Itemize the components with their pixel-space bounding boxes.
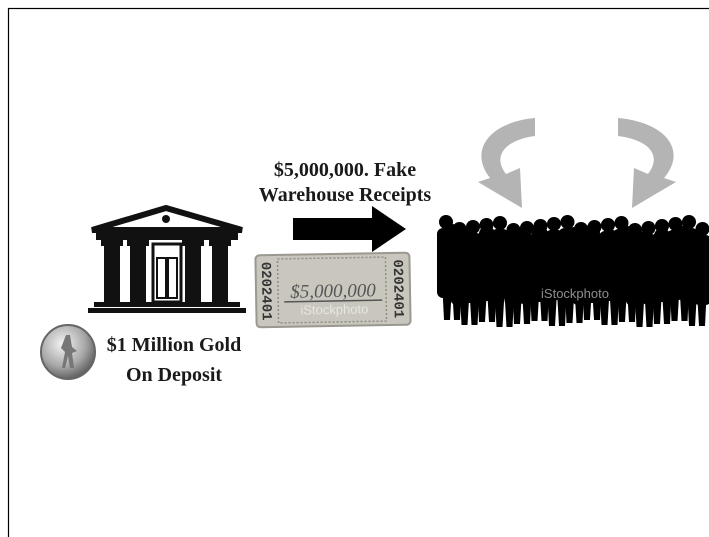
ticket-underline: [284, 299, 383, 303]
receipts-label: Warehouse Receipts: [259, 184, 432, 206]
right-arrow: [293, 206, 406, 252]
receipt-ticket: 0202401 $5,000,000 0202401 iStockphoto: [254, 251, 412, 329]
crowd: [437, 215, 709, 327]
person-silhouette: [493, 216, 507, 230]
gold-label: $1 Million Gold: [107, 334, 241, 356]
person-silhouette: [444, 224, 460, 240]
person-silhouette: [601, 229, 618, 245]
person-silhouette: [461, 229, 478, 245]
coin-figure: [61, 335, 77, 368]
person-silhouette: [549, 230, 565, 246]
receipts-label: $5,000,000. Fake: [274, 159, 416, 181]
ticket-serial: 0202401: [257, 262, 274, 321]
person-silhouette: [479, 226, 495, 242]
slide-frame: [7, 7, 709, 537]
cycle-arrows: [478, 118, 676, 208]
bank-building: [88, 204, 246, 313]
curved-arrow-right: [618, 118, 676, 208]
person-silhouette: [560, 215, 575, 229]
gold-label: On Deposit: [126, 364, 222, 386]
person-silhouette: [682, 215, 696, 229]
person-silhouette: [682, 246, 709, 326]
person-silhouette: [547, 217, 561, 231]
person-silhouette: [496, 231, 513, 247]
ticket-amount: $5,000,000: [290, 280, 376, 302]
person-silhouette: [566, 227, 583, 243]
person-silhouette: [654, 228, 670, 244]
person-silhouette: [619, 226, 635, 242]
person-silhouette: [671, 225, 688, 241]
person-silhouette: [531, 225, 548, 241]
person-silhouette: [636, 231, 653, 247]
crowd-watermark: iStockphoto: [541, 286, 609, 301]
person-silhouette: [584, 224, 600, 240]
ticket-body: [254, 251, 412, 329]
ticket-serial: 0202401: [389, 259, 406, 318]
curved-arrow-left: [478, 118, 535, 208]
person-silhouette: [514, 228, 530, 244]
ticket-watermark: iStockphoto: [300, 301, 368, 317]
ticket-border: [276, 256, 388, 324]
person-silhouette: [689, 230, 705, 246]
person-silhouette: [601, 218, 615, 232]
